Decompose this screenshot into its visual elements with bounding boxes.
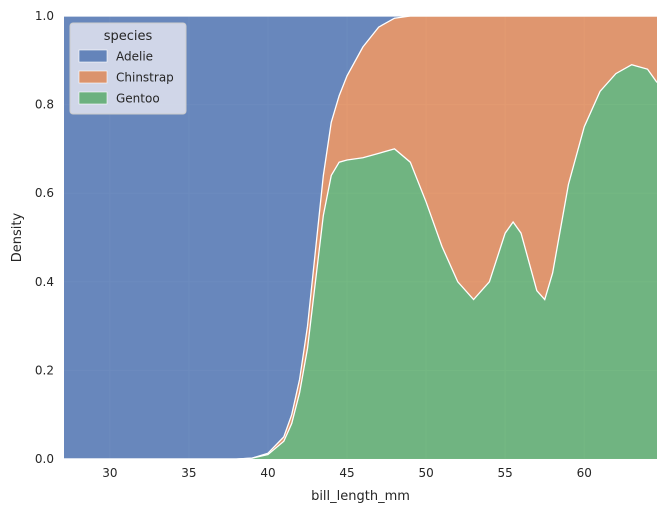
legend-swatch-gentoo (78, 91, 108, 105)
legend-frame (69, 22, 187, 115)
legend-swatch-adelie (78, 49, 108, 63)
x-tick-label: 55 (498, 466, 513, 480)
x-tick-label: 60 (577, 466, 592, 480)
x-tick-label: 45 (339, 466, 354, 480)
x-tick-label: 50 (418, 466, 433, 480)
y-tick-label: 1.0 (35, 9, 54, 23)
boundary-line-gentoo (64, 64, 658, 460)
legend-title: species (104, 29, 153, 44)
legend-swatch-chinstrap (78, 70, 108, 84)
legend: species Adelie Chinstrap Gentoo (69, 22, 187, 115)
legend-label-gentoo: Gentoo (116, 92, 160, 106)
y-tick-label: 0.0 (35, 452, 54, 466)
x-tick-label: 40 (260, 466, 275, 480)
x-axis-label: bill_length_mm (311, 489, 410, 504)
y-axis-ticks: 0.0 0.2 0.4 0.6 0.8 1.0 (35, 9, 54, 466)
y-tick-label: 0.8 (35, 98, 54, 112)
y-tick-label: 0.2 (35, 363, 54, 377)
y-axis-label: Density (10, 212, 25, 262)
x-axis-ticks: 30 35 40 45 50 55 60 (102, 466, 592, 480)
area-gentoo (64, 64, 657, 459)
density-areas (64, 15, 658, 460)
y-tick-label: 0.6 (35, 186, 54, 200)
y-tick-label: 0.4 (35, 275, 54, 289)
x-tick-label: 35 (181, 466, 196, 480)
legend-label-chinstrap: Chinstrap (116, 71, 174, 85)
area-chinstrap (64, 16, 657, 459)
area-adelie (64, 16, 657, 459)
legend-label-adelie: Adelie (116, 50, 153, 64)
x-tick-label: 30 (102, 466, 117, 480)
